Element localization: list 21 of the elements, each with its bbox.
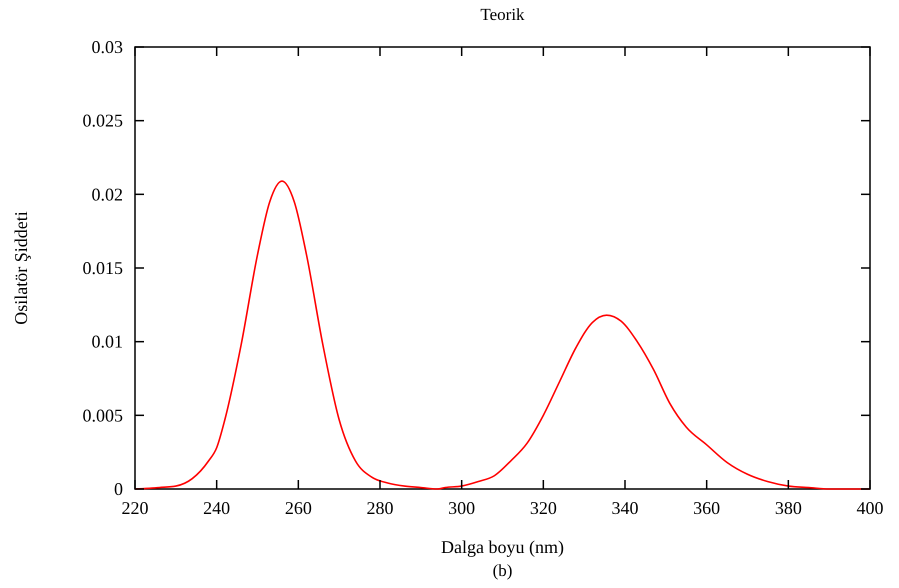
y-tick-label: 0.025 [82,110,123,131]
x-tick-label: 340 [612,498,638,518]
x-tick-label: 320 [530,498,557,518]
y-tick-label: 0.03 [92,37,123,57]
x-tick-label: 300 [448,498,476,518]
chart-title: Teorik [480,5,526,24]
x-tick-label: 400 [856,498,884,518]
y-tick-label: 0.005 [82,405,123,426]
x-axis-title: Dalga boyu (nm) [441,537,564,557]
x-tick-label: 240 [203,498,230,518]
y-tick-label: 0.02 [92,184,123,204]
y-axis-title: Osilatör Şiddeti [11,211,31,325]
x-tick-label: 280 [366,498,394,518]
x-tick-label: 220 [122,498,148,518]
y-tick-label: 0.015 [82,258,123,278]
text: (b) [492,561,512,580]
x-tick-label: 260 [284,498,312,518]
y-tick-label: 0.01 [92,332,123,352]
y-tick-label: 0 [114,479,123,499]
x-tick-label: 380 [774,498,802,518]
x-tick-label: 360 [693,498,720,518]
